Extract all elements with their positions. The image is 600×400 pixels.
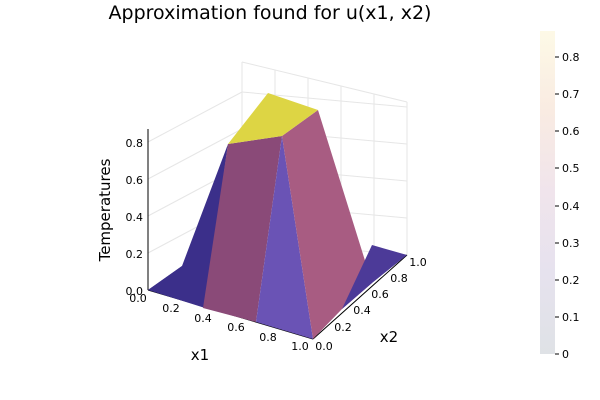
colorbar-tick-4: 0.4 — [562, 200, 580, 213]
z-tick-1: 0.2 — [126, 248, 144, 261]
z-tick-2: 0.4 — [126, 211, 144, 224]
surface-patch-peak — [228, 93, 318, 144]
z-tick-0: 0.0 — [126, 285, 144, 298]
y-tick-3: 0.6 — [371, 288, 389, 301]
y-tick-2: 0.4 — [353, 304, 371, 317]
chart-title: Approximation found for u(x1, x2) — [109, 2, 432, 24]
surface-patch-left-face — [148, 144, 228, 308]
x-tick-2: 0.4 — [194, 312, 212, 325]
z-tick-4: 0.8 — [126, 137, 144, 150]
y-axis-label: x2 — [380, 328, 398, 346]
colorbar-gradient — [540, 31, 555, 354]
colorbar-tick-8: 0.8 — [562, 51, 580, 64]
colorbar-tick-0: 0 — [562, 348, 569, 361]
y-tick-0: 0.0 — [315, 340, 333, 353]
z-axis-ticks: 0.0 0.2 0.4 0.6 0.8 — [126, 137, 144, 298]
colorbar-tick-6: 0.6 — [562, 125, 580, 138]
x-tick-1: 0.2 — [162, 302, 180, 315]
colorbar-tick-3: 0.3 — [562, 237, 580, 250]
y-tick-1: 0.2 — [334, 321, 352, 334]
surface-patch-mauve-face — [203, 136, 282, 322]
z-axis-label: Temperatures — [96, 158, 114, 262]
y-axis-ticks: 0.0 0.2 0.4 0.6 0.8 1.0 — [315, 256, 427, 353]
colorbar-tick-1: 0.1 — [562, 311, 580, 324]
x-tick-5: 1.0 — [291, 340, 309, 353]
x-tick-4: 0.8 — [259, 331, 277, 344]
y-tick-5: 1.0 — [409, 256, 427, 269]
x-tick-0: 0.0 — [129, 292, 147, 305]
surface-patch-right-face — [282, 110, 372, 339]
x-tick-3: 0.6 — [227, 321, 245, 334]
y-tick-4: 0.8 — [390, 272, 408, 285]
surface-patch-floor-right — [342, 245, 407, 309]
surface-patch-front-face — [256, 136, 313, 339]
x-axis-ticks: 0.0 0.2 0.4 0.6 0.8 1.0 — [129, 292, 309, 353]
x-axis-label: x1 — [191, 346, 209, 364]
z-tick-3: 0.6 — [126, 174, 144, 187]
colorbar-tick-2: 0.2 — [562, 274, 580, 287]
colorbar-tick-5: 0.5 — [562, 162, 580, 175]
colorbar: 0 0.1 0.2 0.3 0.4 0.5 0.6 0.7 0.8 — [540, 31, 580, 361]
surface — [148, 93, 407, 339]
colorbar-tick-7: 0.7 — [562, 88, 580, 101]
